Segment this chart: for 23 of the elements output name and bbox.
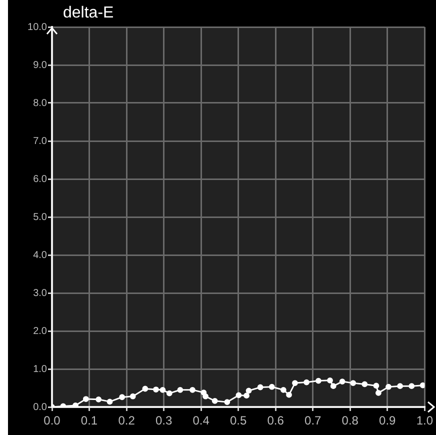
y-tick-label: 6.0 (33, 174, 48, 185)
x-tick-label: 0.3 (155, 414, 172, 428)
y-tick-label: 10.0 (28, 22, 48, 33)
x-tick-label: 0.9 (379, 414, 396, 428)
y-tick-label: 1.0 (33, 364, 48, 375)
y-tick-label: 0.0 (33, 402, 48, 413)
y-tick-label: 4.0 (33, 250, 48, 261)
x-tick-label: 0.2 (118, 414, 136, 428)
y-axis-title: delta-E (63, 4, 114, 22)
x-tick-label: 1.0 (416, 414, 434, 428)
x-tick-label: 0.6 (267, 414, 284, 428)
y-tick-label: 5.0 (33, 212, 48, 223)
y-tick-label: 8.0 (33, 98, 48, 109)
y-tick-label: 2.0 (33, 326, 48, 337)
y-tick-label: 9.0 (33, 60, 48, 71)
x-tick-label: 0.1 (80, 414, 98, 428)
x-tick-label: 0.8 (342, 414, 359, 428)
x-tick-label: 0.5 (230, 414, 247, 428)
x-tick-label: 0.4 (192, 414, 210, 428)
y-tick-label: 7.0 (33, 136, 48, 147)
x-tick-label: 0.7 (304, 414, 322, 428)
x-tick-label: 0.0 (44, 414, 61, 428)
y-tick-label: 3.0 (33, 288, 48, 299)
